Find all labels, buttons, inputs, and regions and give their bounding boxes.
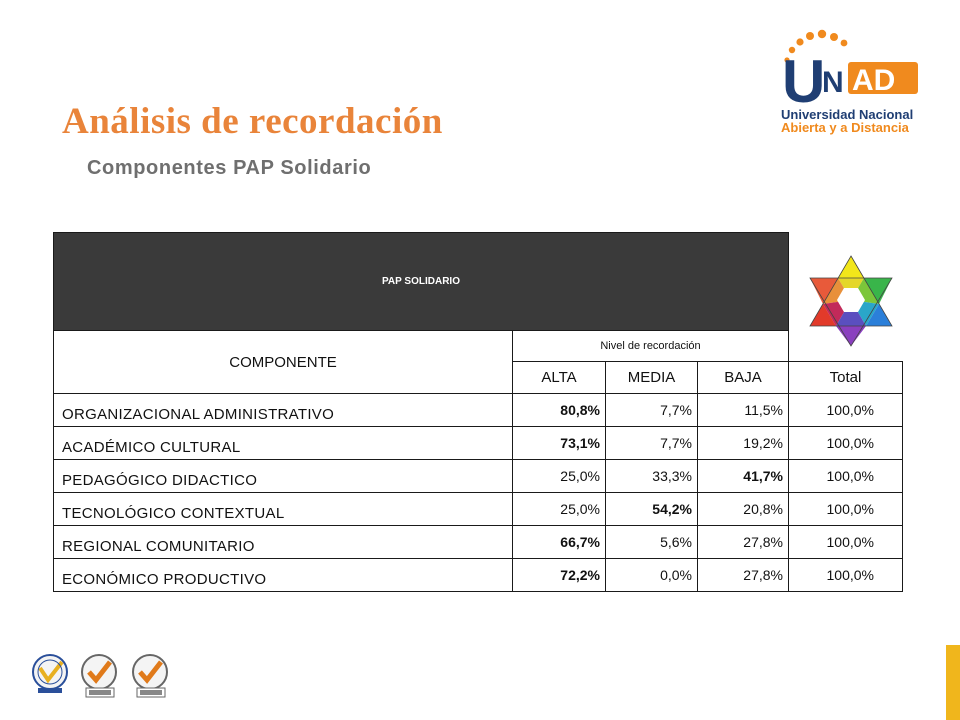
component-name: TECNOLÓGICO CONTEXTUAL: [53, 492, 513, 526]
component-header: COMPONENTE: [53, 330, 513, 394]
accent-bar: [946, 645, 960, 720]
component-name: PEDAGÓGICO DIDACTICO: [53, 459, 513, 493]
table-cell: 80,8%: [512, 393, 606, 427]
table-header: PAP SOLIDARIO: [53, 232, 789, 331]
certification-seal-icon: [32, 654, 68, 693]
table-cell: 0,0%: [605, 558, 698, 592]
component-name: ORGANIZACIONAL ADMINISTRATIVO: [53, 393, 513, 427]
table-cell: 41,7%: [697, 459, 789, 493]
sgs-seal-icon: [132, 654, 168, 698]
column-header: Total: [788, 361, 903, 394]
logo-line-2: Abierta y a Distancia: [781, 120, 910, 135]
table-cell: 100,0%: [788, 426, 903, 460]
sgs-seal-icon: [81, 654, 117, 698]
table-cell: 25,0%: [512, 459, 606, 493]
table-cell: 100,0%: [788, 459, 903, 493]
table-row: ORGANIZACIONAL ADMINISTRATIVO 80,8% 7,7% 11…: [53, 393, 903, 427]
hexagram-color-star-icon: [809, 255, 893, 347]
table-cell: 100,0%: [788, 525, 903, 559]
unad-logo: U N AD Universidad Nacional Abierta y a …: [781, 29, 918, 135]
recall-table: PAP SOLIDARIO COMPONENTE Nivel de record…: [53, 232, 903, 592]
table-cell: 19,2%: [697, 426, 789, 460]
table-cell: 27,8%: [697, 558, 789, 592]
table-cell: 73,1%: [512, 426, 606, 460]
column-header: ALTA: [512, 361, 606, 394]
page-subtitle: Componentes PAP Solidario: [87, 157, 372, 179]
table-row: PEDAGÓGICO DIDACTICO 25,0% 33,3% 41,7% 100,0…: [53, 459, 903, 493]
component-name: ACADÉMICO CULTURAL: [53, 426, 513, 460]
logo-letters-ad: AD: [852, 64, 895, 97]
table-row: TECNOLÓGICO CONTEXTUAL 25,0% 54,2% 20,8% 100…: [53, 492, 903, 526]
table-cell: 100,0%: [788, 393, 903, 427]
table-body: ORGANIZACIONAL ADMINISTRATIVO 80,8% 7,7% 11…: [53, 393, 903, 592]
table-row: ACADÉMICO CULTURAL 73,1% 7,7% 19,2% 100,0%: [53, 426, 903, 460]
page-title: Análisis de recordación: [62, 101, 443, 142]
table-cell: 100,0%: [788, 492, 903, 526]
table-cell: 20,8%: [697, 492, 789, 526]
table-row: REGIONAL COMUNITARIO 66,7% 5,6% 27,8% 100,0%: [53, 525, 903, 559]
logo-line-1: Universidad Nacional: [781, 107, 913, 122]
table-cell: 100,0%: [788, 558, 903, 592]
level-header: Nivel de recordación: [512, 330, 789, 362]
component-name: ECONÓMICO PRODUCTIVO: [53, 558, 513, 592]
table-row: ECONÓMICO PRODUCTIVO 72,2% 0,0% 27,8% 100,0%: [53, 558, 903, 592]
logo-letter-u: U: [782, 48, 825, 115]
column-header: BAJA: [697, 361, 789, 394]
table-cell: 7,7%: [605, 426, 698, 460]
table-cell: 25,0%: [512, 492, 606, 526]
logo-letter-n: N: [822, 66, 844, 99]
component-name: REGIONAL COMUNITARIO: [53, 525, 513, 559]
column-header: MEDIA: [605, 361, 698, 394]
table-cell: 11,5%: [697, 393, 789, 427]
table-cell: 33,3%: [605, 459, 698, 493]
table-cell: 5,6%: [605, 525, 698, 559]
table-cell: 72,2%: [512, 558, 606, 592]
table-cell: 27,8%: [697, 525, 789, 559]
table-cell: 54,2%: [605, 492, 698, 526]
certification-seals: [32, 654, 168, 698]
table-cell: 7,7%: [605, 393, 698, 427]
table-cell: 66,7%: [512, 525, 606, 559]
